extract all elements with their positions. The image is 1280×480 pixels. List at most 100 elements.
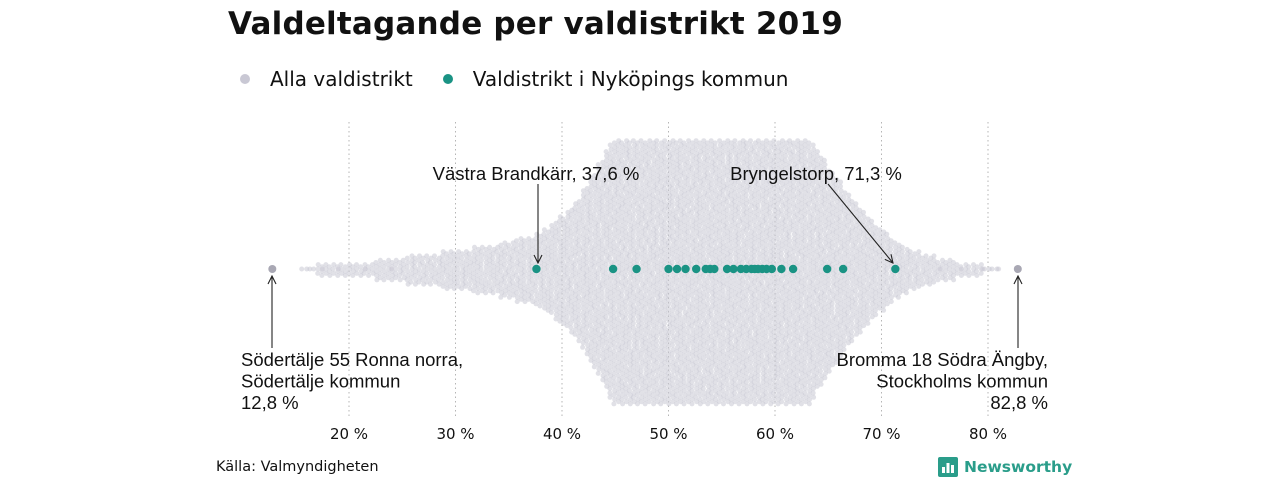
- swarm-point: [729, 288, 734, 294]
- swarm-point: [775, 344, 781, 350]
- swarm-point: [799, 397, 805, 402]
- swarm-point: [864, 242, 870, 248]
- swarm-point: [599, 177, 605, 183]
- swarm-point: [752, 366, 758, 372]
- swarm-point: [564, 244, 570, 250]
- swarm-point: [811, 394, 817, 400]
- swarm-point: [798, 262, 804, 268]
- swarm-point: [747, 181, 753, 187]
- swarm-point: [631, 364, 636, 370]
- swarm-point: [584, 333, 590, 339]
- swarm-point: [491, 268, 497, 274]
- swarm-point: [775, 223, 781, 228]
- swarm-point: [814, 379, 820, 385]
- swarm-point: [693, 320, 699, 326]
- swarm-point: [872, 277, 878, 283]
- swarm-point: [771, 329, 777, 335]
- swarm-point: [439, 257, 445, 263]
- swarm-point: [498, 242, 504, 248]
- swarm-point: [720, 149, 726, 155]
- swarm-point: [822, 331, 828, 337]
- swarm-point: [502, 240, 508, 246]
- swarm-point: [728, 223, 734, 228]
- swarm-point: [860, 275, 866, 281]
- swarm-point: [631, 225, 637, 231]
- swarm-point: [689, 283, 695, 289]
- swarm-point: [712, 357, 718, 363]
- swarm-point: [576, 273, 582, 278]
- swarm-point: [810, 177, 816, 183]
- swarm-point: [416, 270, 422, 276]
- swarm-point: [822, 257, 828, 263]
- swarm-point: [818, 238, 824, 244]
- swarm-point: [767, 214, 773, 220]
- swarm-point: [572, 214, 578, 220]
- swarm-point: [814, 353, 820, 359]
- swarm-point: [682, 223, 688, 228]
- swarm-point: [720, 188, 726, 194]
- swarm-point: [658, 392, 664, 398]
- swarm-point: [662, 307, 668, 313]
- swarm-point: [592, 207, 598, 213]
- swarm-point: [701, 342, 707, 348]
- swarm-point: [822, 375, 828, 381]
- swarm-point: [611, 292, 617, 298]
- swarm-point: [783, 388, 789, 394]
- swarm-point: [674, 170, 680, 176]
- swarm-point: [647, 286, 652, 292]
- swarm-point: [728, 140, 734, 146]
- swarm-point: [510, 275, 516, 281]
- swarm-point: [806, 331, 812, 337]
- swarm-point: [861, 231, 866, 237]
- swarm-point: [877, 296, 883, 302]
- swarm-point: [483, 251, 488, 257]
- swarm-point: [658, 253, 663, 259]
- swarm-point: [467, 273, 473, 278]
- swarm-point: [712, 223, 718, 228]
- swarm-point: [561, 255, 566, 261]
- swarm-point: [658, 166, 664, 172]
- swarm-point: [596, 340, 602, 346]
- swarm-point: [830, 323, 836, 329]
- swarm-point: [588, 231, 594, 237]
- swarm-point: [646, 277, 652, 283]
- swarm-point: [677, 151, 683, 157]
- swarm-point: [604, 244, 610, 250]
- swarm-point: [607, 394, 613, 400]
- swarm-point: [580, 188, 586, 194]
- swarm-point: [752, 188, 758, 194]
- swarm-point: [798, 188, 804, 194]
- swarm-point: [826, 364, 832, 370]
- swarm-point: [556, 257, 562, 263]
- swarm-point: [663, 164, 668, 170]
- swarm-point: [592, 251, 598, 257]
- swarm-point: [779, 386, 785, 392]
- swarm-point: [600, 338, 606, 344]
- swarm-point: [814, 288, 819, 294]
- swarm-point: [771, 159, 777, 165]
- swarm-point: [623, 386, 629, 392]
- swarm-point: [736, 188, 742, 194]
- swarm-point: [685, 394, 691, 400]
- swarm-point: [576, 242, 582, 248]
- swarm-point: [638, 151, 644, 157]
- swarm-point: [455, 279, 461, 285]
- swarm-point: [787, 238, 793, 244]
- swarm-point: [818, 225, 824, 231]
- swarm-point: [646, 238, 652, 244]
- swarm-point: [553, 281, 559, 287]
- swarm-point: [662, 273, 668, 278]
- swarm-point: [697, 370, 703, 376]
- swarm-point: [756, 260, 761, 265]
- swarm-point: [787, 168, 792, 174]
- swarm-point: [775, 205, 781, 211]
- swarm-point: [552, 233, 558, 239]
- swarm-point: [728, 366, 734, 372]
- swarm-point: [814, 383, 820, 389]
- swarm-point: [673, 362, 679, 368]
- swarm-point: [732, 325, 738, 331]
- swarm-point: [311, 266, 317, 272]
- swarm-point: [686, 233, 692, 239]
- swarm-point: [568, 286, 574, 292]
- swarm-point: [475, 277, 480, 283]
